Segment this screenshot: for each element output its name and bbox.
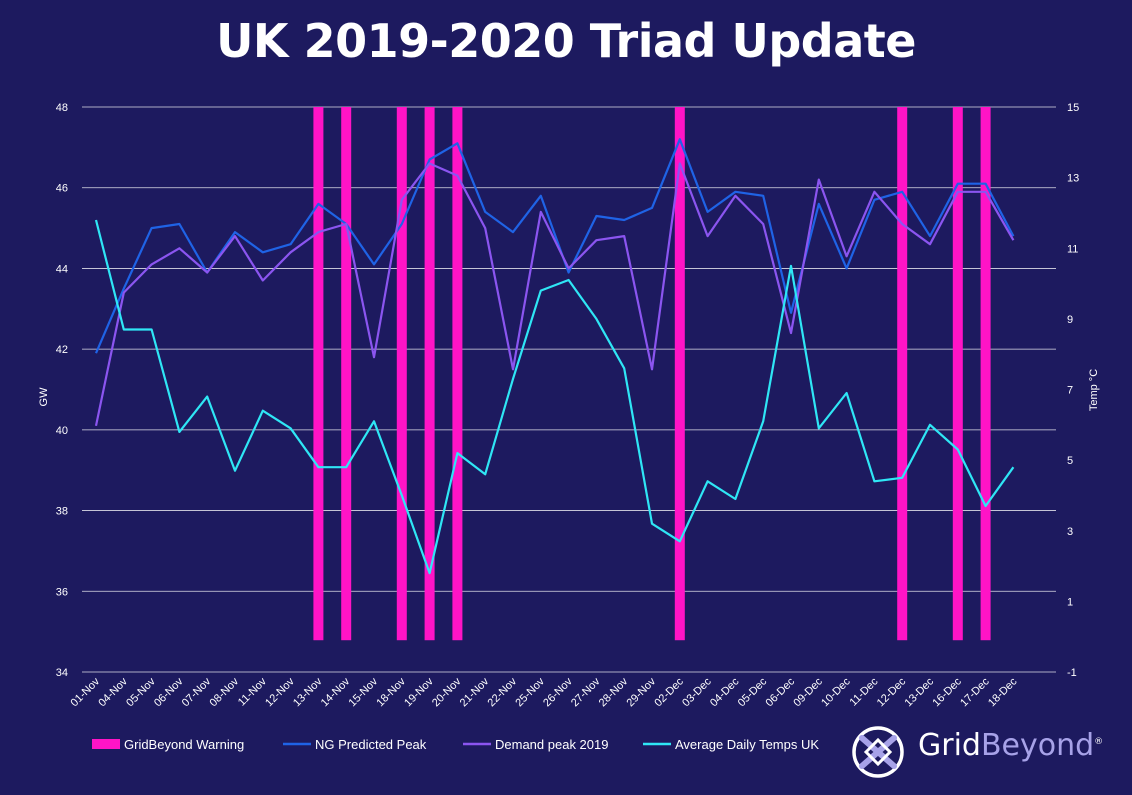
y-tick-label: 44: [56, 263, 68, 275]
x-tick-label: 18-Dec: [986, 675, 1020, 709]
legend-label: NG Predicted Peak: [315, 737, 427, 752]
y-tick-label: 42: [56, 344, 68, 356]
y-tick-label: 40: [56, 425, 68, 437]
y-tick-label: 46: [56, 183, 68, 195]
legend-label: Average Daily Temps UK: [675, 737, 819, 752]
x-tick-label: 04-Nov: [96, 675, 130, 709]
x-tick-label: 29-Nov: [625, 675, 659, 709]
y2-axis-label: Temp °C: [1088, 369, 1100, 411]
x-tick-label: 21-Nov: [458, 675, 492, 709]
x-tick-label: 16-Dec: [930, 675, 964, 709]
average-daily-temps-uk-line: [94, 219, 1015, 575]
warning-bar: [452, 107, 463, 641]
x-tick-label: 11-Dec: [848, 675, 881, 708]
x-tick-label: 11-Nov: [236, 675, 269, 708]
x-tick-label: 14-Nov: [319, 675, 353, 709]
logo-registered-mark: ®: [1094, 737, 1104, 747]
demand-peak-2019-line: [94, 162, 1015, 427]
legend-label: GridBeyond Warning: [124, 737, 244, 752]
y2-tick-label: 13: [1067, 173, 1079, 185]
y-tick-label: 48: [56, 102, 68, 114]
warning-bar: [952, 107, 963, 641]
x-tick-label: 17-Dec: [958, 675, 992, 709]
y-tick-label: 36: [56, 586, 68, 598]
legend-swatch-warning: [92, 739, 120, 749]
warning-bar: [897, 107, 908, 641]
x-tick-label: 19-Nov: [402, 675, 436, 709]
warning-bar: [674, 107, 685, 641]
warning-bar: [424, 107, 435, 641]
x-tick-label: 03-Dec: [680, 675, 714, 709]
grid-layer: [82, 106, 1056, 673]
y2-tick-label: 9: [1067, 314, 1073, 326]
x-tick-label: 25-Nov: [513, 675, 547, 709]
gridbeyond-logo-icon: [852, 726, 904, 778]
x-tick-label: 13-Dec: [903, 675, 937, 709]
y2-tick-label: -1: [1067, 667, 1077, 679]
warning-bar: [313, 107, 324, 641]
x-tick-label: 05-Dec: [736, 675, 770, 709]
logo-text-beyond: Beyond: [980, 728, 1095, 763]
x-tick-label: 18-Nov: [374, 675, 408, 709]
y2-tick-label: 1: [1067, 596, 1073, 608]
warning-bar: [980, 107, 991, 641]
x-tick-label: 04-Dec: [708, 675, 742, 709]
x-tick-label: 20-Nov: [430, 675, 464, 709]
x-tick-label: 10-Dec: [819, 675, 853, 709]
chart-title: UK 2019-2020 Triad Update: [216, 14, 916, 68]
x-tick-label: 08-Nov: [208, 675, 242, 709]
line-layer: [94, 138, 1015, 575]
warning-layer: [313, 107, 991, 641]
x-tick-label: 06-Nov: [152, 675, 186, 709]
legend: GridBeyond Warning NG Predicted Peak Deman…: [92, 737, 819, 752]
logo-text-grid: Grid: [918, 728, 981, 763]
x-tick-label: 26-Nov: [541, 675, 575, 709]
x-tick-label: 05-Nov: [124, 675, 158, 709]
y2-tick-label: 7: [1067, 385, 1073, 397]
y2-tick-label: 3: [1067, 526, 1073, 538]
y-tick-label: 34: [56, 667, 68, 679]
x-tick-label: 12-Nov: [263, 675, 297, 709]
x-tick-label: 12-Dec: [875, 675, 909, 709]
legend-label: Demand peak 2019: [495, 737, 608, 752]
x-tick-label: 07-Nov: [180, 675, 214, 709]
y2-tick-label: 11: [1067, 243, 1078, 255]
y-axis-label: GW: [38, 387, 50, 407]
y-tick-label: 38: [56, 506, 68, 518]
ng-predicted-peak-line: [94, 138, 1015, 354]
gridbeyond-logo: GridBeyond®: [848, 722, 1103, 782]
warning-bar: [396, 107, 407, 641]
x-tick-label: 01-Nov: [69, 675, 103, 709]
gridbeyond-logo-text: GridBeyond®: [918, 728, 1103, 763]
x-tick-label: 28-Nov: [597, 675, 631, 709]
y2-tick-label: 15: [1067, 102, 1079, 114]
x-tick-label: 27-Nov: [569, 675, 603, 709]
y2-tick-label: 5: [1067, 455, 1073, 467]
x-tick-label: 06-Dec: [764, 675, 798, 709]
warning-bar: [341, 107, 352, 641]
x-tick-label: 22-Nov: [486, 675, 520, 709]
x-tick-label: 02-Dec: [652, 675, 686, 709]
x-tick-label: 13-Nov: [291, 675, 325, 709]
tick-layer: 3436384042444648-11357911131501-Nov04-No…: [56, 102, 1080, 709]
x-tick-label: 15-Nov: [347, 675, 381, 709]
x-tick-label: 09-Dec: [791, 675, 825, 709]
